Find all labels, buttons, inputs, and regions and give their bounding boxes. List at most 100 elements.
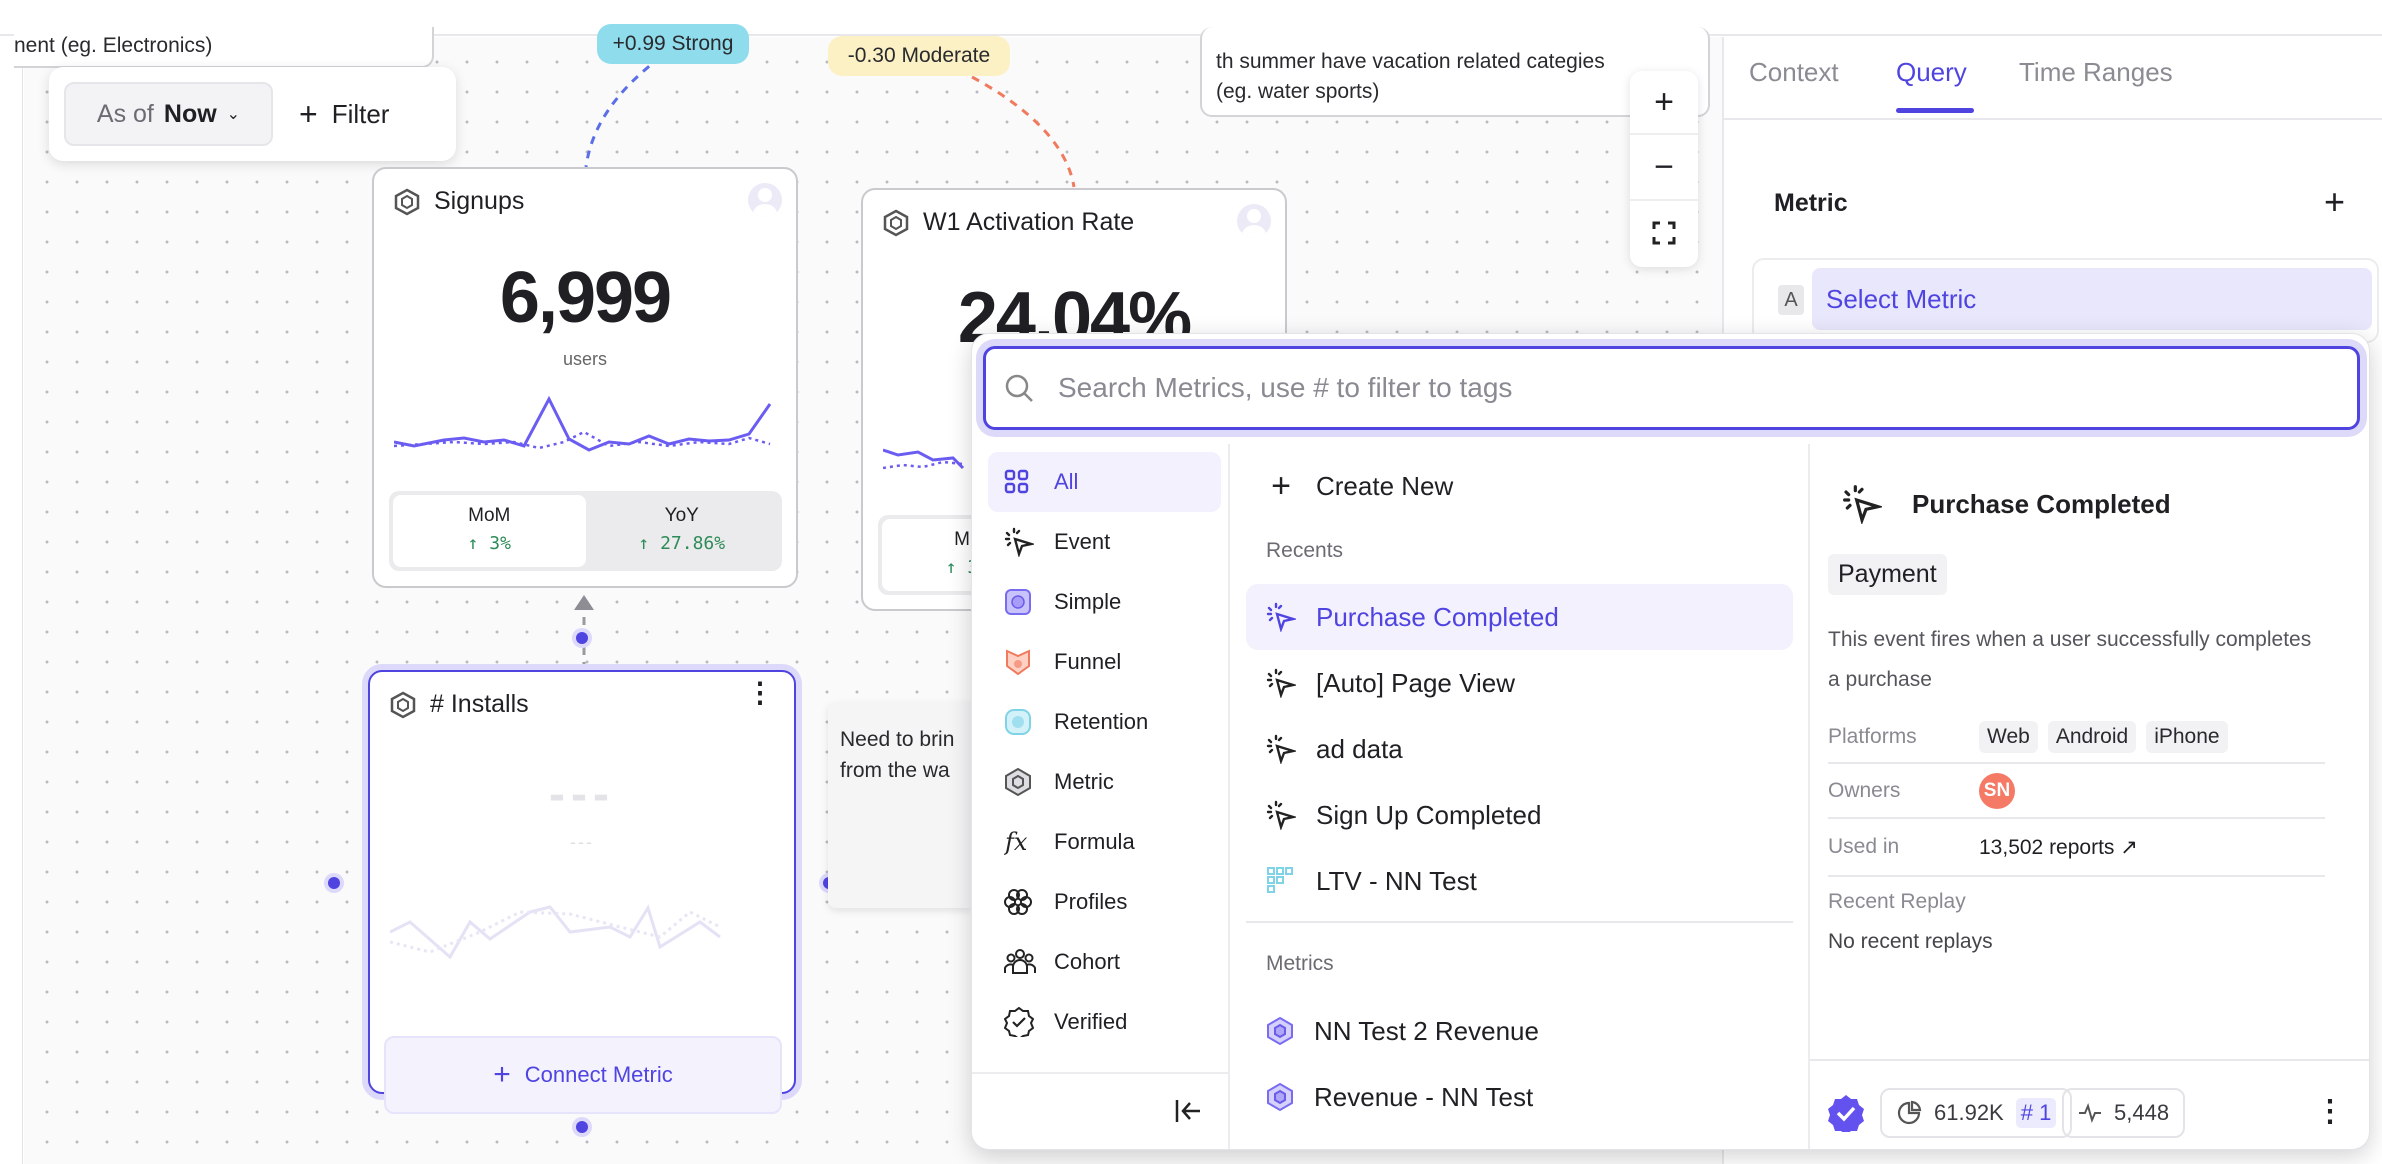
views-count: 61.92K — [1934, 1100, 2004, 1125]
category-all[interactable]: All — [988, 452, 1221, 512]
recent-item[interactable]: Purchase Completed — [1246, 584, 1793, 650]
badge-label: +0.99 Strong — [612, 32, 734, 55]
metric-heading: Metric — [1774, 189, 1848, 217]
connect-metric-button[interactable]: + Connect Metric — [384, 1036, 782, 1114]
correlation-line-strong — [584, 55, 662, 168]
metric-card-signups[interactable]: Signups 6,999 users MoM ↑ 3% YoY ↑ 27.86% — [372, 167, 798, 588]
divider — [972, 1072, 1228, 1074]
metric-item-label: Revenue - NN Test — [1314, 1081, 1534, 1112]
cursor-click-icon — [1266, 800, 1296, 830]
cursor-click-icon — [1004, 527, 1034, 557]
yoy-value: ↑ 27.86% — [638, 533, 726, 554]
detail-event-icon — [1842, 484, 1882, 524]
used-in-label: Used in — [1828, 835, 1900, 858]
category-metric[interactable]: Metric — [988, 752, 1221, 812]
search-icon — [1005, 374, 1033, 402]
plus-icon: + — [493, 1058, 511, 1091]
plus-icon: + — [1271, 466, 1291, 505]
category-label: Event — [1054, 529, 1111, 554]
fullscreen-icon — [1652, 221, 1676, 245]
connection-port[interactable] — [576, 632, 588, 644]
owners-label: Owners — [1828, 778, 1901, 802]
connectors — [574, 55, 1076, 670]
connection-port[interactable] — [328, 877, 340, 889]
recent-item[interactable]: ad data — [1246, 716, 1793, 782]
as-of-dropdown[interactable]: As of Now ⌄ — [64, 82, 273, 146]
more-options-icon[interactable]: ⋮ — [2315, 1095, 2345, 1128]
recent-item[interactable]: Sign Up Completed — [1246, 782, 1793, 848]
platform-chip: Web — [1979, 721, 2038, 753]
recent-item[interactable]: [Auto] Page View — [1246, 650, 1793, 716]
metric-card-installs[interactable]: # Installs ⋮ --- --- + Connect Metric — [368, 670, 796, 1114]
divider — [1246, 921, 1793, 923]
activity-stat[interactable]: 5,448 — [2062, 1088, 2186, 1138]
zoom-out-button[interactable]: − — [1630, 135, 1698, 201]
metric-item[interactable]: NN Test 2 Revenue — [1246, 998, 1793, 1064]
filter-bar: As of Now ⌄ + Filter — [49, 67, 456, 161]
search-input[interactable]: Search Metrics, use # to filter to tags — [983, 346, 2360, 430]
category-label: All — [1054, 469, 1079, 494]
yoy-option[interactable]: YoY ↑ 27.86% — [586, 495, 779, 567]
retention-icon — [1004, 708, 1034, 736]
detail-title: Purchase Completed — [1912, 489, 2171, 519]
recent-item[interactable]: LTV - NN Test — [1246, 848, 1793, 914]
tab-context[interactable]: Context — [1749, 57, 1839, 87]
category-verified[interactable]: Verified — [988, 992, 1221, 1052]
retention-grid-icon — [1266, 866, 1296, 896]
metric-item[interactable]: Revenue - NN Test — [1246, 1064, 1793, 1130]
mom-option[interactable]: MoM ↑ 3% — [393, 495, 586, 567]
category-label: Simple — [1054, 589, 1122, 614]
detail-description: This event fires when a user successfull… — [1828, 628, 2312, 691]
filter-button[interactable]: + Filter — [299, 82, 389, 146]
more-options-icon[interactable]: ⋮ — [746, 677, 774, 708]
cursor-click-icon — [1266, 668, 1296, 698]
zoom-in-button[interactable]: + — [1630, 71, 1698, 135]
create-new-label: Create New — [1316, 470, 1454, 501]
metric-value-placeholder: --- — [549, 768, 615, 821]
profiles-icon — [1004, 888, 1034, 916]
fit-view-button[interactable] — [1630, 201, 1698, 265]
used-in-row: Used in 13,502 reports ↗ — [1828, 819, 2325, 877]
category-funnel[interactable]: Funnel — [988, 632, 1221, 692]
metric-picker-popup: Search Metrics, use # to filter to tags … — [971, 333, 2370, 1150]
collapse-sidebar-icon[interactable] — [1174, 1098, 1204, 1124]
detail-tag[interactable]: Payment — [1828, 554, 1947, 595]
correlation-badge-strong[interactable]: +0.99 Strong — [597, 24, 749, 64]
note-card[interactable]: th summer have vacation related categies… — [1200, 27, 1710, 117]
tab-time-ranges[interactable]: Time Ranges — [2019, 57, 2173, 87]
metric-slot-letter: A — [1778, 285, 1804, 315]
owner-avatar[interactable] — [748, 183, 782, 217]
recent-item-label: Sign Up Completed — [1316, 799, 1542, 830]
connection-port[interactable] — [576, 1121, 588, 1133]
card-title-text: # Installs — [430, 690, 529, 718]
mom-label: M — [954, 529, 970, 550]
column-divider — [1808, 444, 1810, 1149]
used-in-link[interactable]: 13,502 reports ↗ — [1979, 835, 2138, 859]
note-card[interactable]: nent (eg. Electronics) — [14, 27, 434, 68]
note-text: (eg. water sports) — [1216, 80, 1380, 103]
category-cohort[interactable]: Cohort — [988, 932, 1221, 992]
category-formula[interactable]: fx Formula — [988, 812, 1221, 872]
add-metric-button[interactable]: + — [2324, 181, 2346, 222]
connector-arrow-icon — [574, 595, 594, 610]
sparkline-placeholder — [390, 904, 721, 960]
owner-avatar[interactable]: SN — [1979, 772, 2015, 809]
category-label: Profiles — [1054, 889, 1128, 914]
owner-avatar[interactable] — [1237, 204, 1271, 238]
correlation-badge-moderate[interactable]: -0.30 Moderate — [828, 36, 1010, 76]
metrics-heading: Metrics — [1266, 952, 1334, 975]
category-retention[interactable]: Retention — [988, 692, 1221, 752]
hexagon-icon — [394, 188, 420, 215]
metric-slot[interactable]: A Select Metric — [1752, 258, 2379, 343]
note-card[interactable]: Need to brin from the wa — [828, 702, 971, 908]
views-stat[interactable]: 61.92K # 1 — [1880, 1088, 2073, 1138]
verified-icon — [1004, 1007, 1034, 1037]
create-new-button[interactable]: + Create New — [1246, 454, 1793, 518]
tab-query[interactable]: Query — [1896, 57, 1967, 87]
category-simple[interactable]: Simple — [988, 572, 1221, 632]
category-profiles[interactable]: Profiles — [988, 872, 1221, 932]
select-metric-button[interactable]: Select Metric — [1812, 268, 2372, 330]
active-tab-indicator — [1896, 108, 1974, 113]
category-event[interactable]: Event — [988, 512, 1221, 572]
recent-item-label: Purchase Completed — [1316, 601, 1559, 632]
